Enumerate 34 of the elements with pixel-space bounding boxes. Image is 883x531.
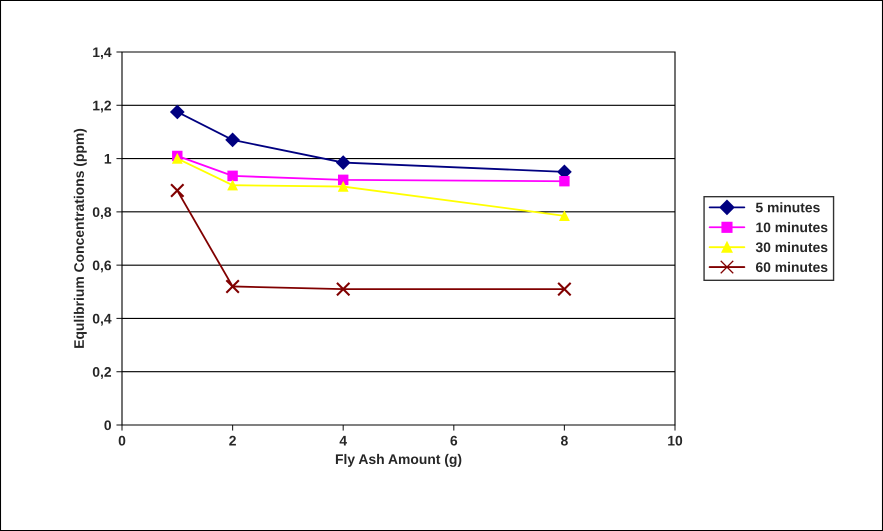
legend-label: 10 minutes [756,222,828,232]
y-tick-label: 0 [104,420,112,430]
y-tick-label: 0,6 [92,260,112,272]
legend-label: 30 minutes [756,242,828,252]
y-axis-title: Equlibrium Concentrations (ppm) [74,128,87,348]
point [338,181,348,192]
point [170,104,185,120]
x-tick-label: 0 [118,436,126,446]
y-tick-label: 1,4 [93,47,112,60]
legend-label: 60 minutes [756,262,828,272]
point [172,153,183,164]
y-tick-label: 0,2 [92,367,112,379]
y-tick-label: 0,4 [92,314,112,326]
x-tick-label: 10 [668,436,682,446]
point [557,282,572,296]
point [336,155,350,170]
point [225,132,240,148]
x-tick-label: 4 [340,436,347,446]
point [559,176,570,186]
y-tick-label: 0,8 [92,207,112,220]
point [227,180,238,190]
point [338,174,348,186]
point [227,170,238,182]
point [559,210,570,222]
x-tick-label: 2 [229,436,236,446]
x-tick-label: 8 [560,436,568,446]
point [170,183,185,198]
legend-label: 5 minutes [756,202,820,212]
point [336,282,350,296]
x-tick-label: 6 [450,436,458,446]
x-axis-title: Fly Ash Amount (g) [336,454,462,467]
y-tick-label: 1,2 [93,100,112,112]
point [225,279,240,294]
y-tick-label: 1 [104,154,112,164]
